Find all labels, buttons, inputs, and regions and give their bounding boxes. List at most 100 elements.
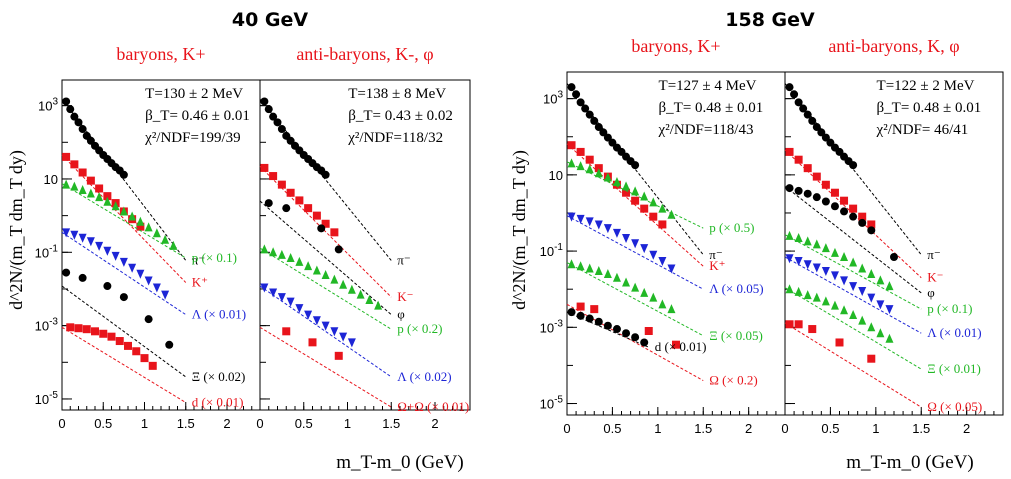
series-label: Λ (× 0.02) — [397, 369, 451, 384]
data-point — [66, 105, 75, 114]
data-point — [111, 201, 120, 211]
data-point — [119, 206, 128, 216]
data-point — [821, 296, 830, 306]
data-point — [576, 302, 585, 311]
data-point — [260, 97, 269, 106]
data-point — [148, 361, 157, 370]
series-label: p (× 0.1) — [192, 250, 237, 265]
data-point — [347, 284, 356, 294]
data-point — [803, 189, 812, 198]
data-point — [260, 283, 269, 293]
data-point — [269, 247, 278, 257]
series-label: Ξ (× 0.02) — [192, 369, 246, 384]
x-tick-label: 2 — [745, 421, 752, 436]
data-point — [817, 128, 826, 137]
data-point — [62, 268, 71, 277]
data-point — [132, 347, 141, 356]
data-point — [794, 320, 803, 329]
y-axis-label: d^2N/(m_T dm_T dy) — [6, 150, 27, 310]
fit-line — [784, 287, 922, 370]
series-label: p (× 0.2) — [397, 321, 442, 336]
series-2: p (× 0.1) — [61, 179, 237, 265]
data-point — [640, 244, 649, 254]
data-point — [631, 161, 640, 170]
data-point — [612, 228, 621, 238]
data-point — [115, 337, 124, 346]
data-point — [317, 224, 326, 233]
data-point — [840, 305, 849, 315]
data-point — [849, 310, 858, 320]
data-point — [576, 98, 585, 107]
data-point — [876, 328, 885, 338]
data-point — [161, 290, 170, 300]
fit-chi2: χ²/NDF=118/43 — [658, 122, 754, 138]
data-point — [282, 327, 291, 336]
series-label: Ξ (× 0.01) — [927, 361, 981, 376]
data-point — [612, 325, 621, 334]
data-point — [622, 181, 631, 191]
x-tick-label: 2 — [963, 421, 970, 436]
data-point — [658, 299, 667, 309]
data-point — [876, 300, 885, 310]
fit-beta: β_T= 0.48 ± 0.01 — [659, 100, 764, 116]
data-point — [603, 224, 612, 234]
series-5: Ω+Ω (× 0.01) — [259, 326, 469, 414]
data-point — [144, 276, 153, 286]
series-0: π⁻ — [784, 83, 941, 262]
data-point — [640, 191, 649, 201]
data-point — [867, 269, 876, 279]
data-point — [62, 228, 71, 238]
data-point — [295, 196, 304, 205]
data-point — [321, 170, 330, 179]
data-point — [321, 219, 330, 228]
data-point — [794, 186, 803, 195]
data-point — [594, 164, 603, 173]
data-point — [808, 116, 817, 125]
data-point — [821, 267, 830, 277]
data-point — [812, 172, 821, 181]
data-point — [567, 212, 576, 222]
series-label: φ — [397, 307, 405, 322]
data-point — [74, 324, 83, 333]
data-point — [304, 310, 313, 320]
fit-line — [61, 326, 187, 403]
y-tick-label: 103 — [543, 90, 563, 107]
fit-line — [259, 326, 392, 408]
panel-title: baryons, K+ — [116, 44, 205, 64]
x-tick-label: 0 — [781, 421, 788, 436]
data-point — [631, 239, 640, 249]
series-4: Ξ (× 0.02) — [61, 268, 246, 384]
x-axis-label: m_T-m_0 (GeV) — [336, 452, 464, 473]
data-point — [794, 98, 803, 107]
data-point — [144, 222, 153, 232]
data-point — [78, 273, 87, 282]
data-point — [330, 228, 339, 237]
series-label: Ω (× 0.05) — [927, 399, 982, 414]
x-tick-label: 0.5 — [94, 416, 112, 431]
fit-line — [61, 98, 187, 261]
data-point — [95, 184, 104, 193]
data-point — [658, 220, 667, 229]
data-point — [594, 220, 603, 230]
series-3: Λ (× 0.01) — [61, 228, 246, 322]
data-point — [78, 233, 87, 243]
data-point — [264, 199, 273, 208]
data-point — [622, 277, 631, 287]
x-tick-label: 0 — [58, 416, 65, 431]
data-point — [672, 340, 680, 349]
data-point — [70, 181, 79, 191]
data-point — [867, 354, 876, 363]
x-tick-label: 1.5 — [912, 421, 930, 436]
series-label: π⁻ — [927, 247, 940, 262]
data-point — [567, 141, 576, 150]
data-point — [286, 252, 295, 262]
data-point — [840, 251, 849, 261]
data-point — [594, 123, 603, 132]
series-label: Λ (× 0.05) — [709, 281, 763, 296]
data-point — [136, 216, 145, 226]
fit-beta: β_T= 0.48 ± 0.01 — [877, 100, 982, 116]
data-point — [794, 286, 803, 296]
data-point — [576, 214, 585, 224]
data-point — [86, 176, 95, 185]
data-point — [576, 161, 585, 171]
